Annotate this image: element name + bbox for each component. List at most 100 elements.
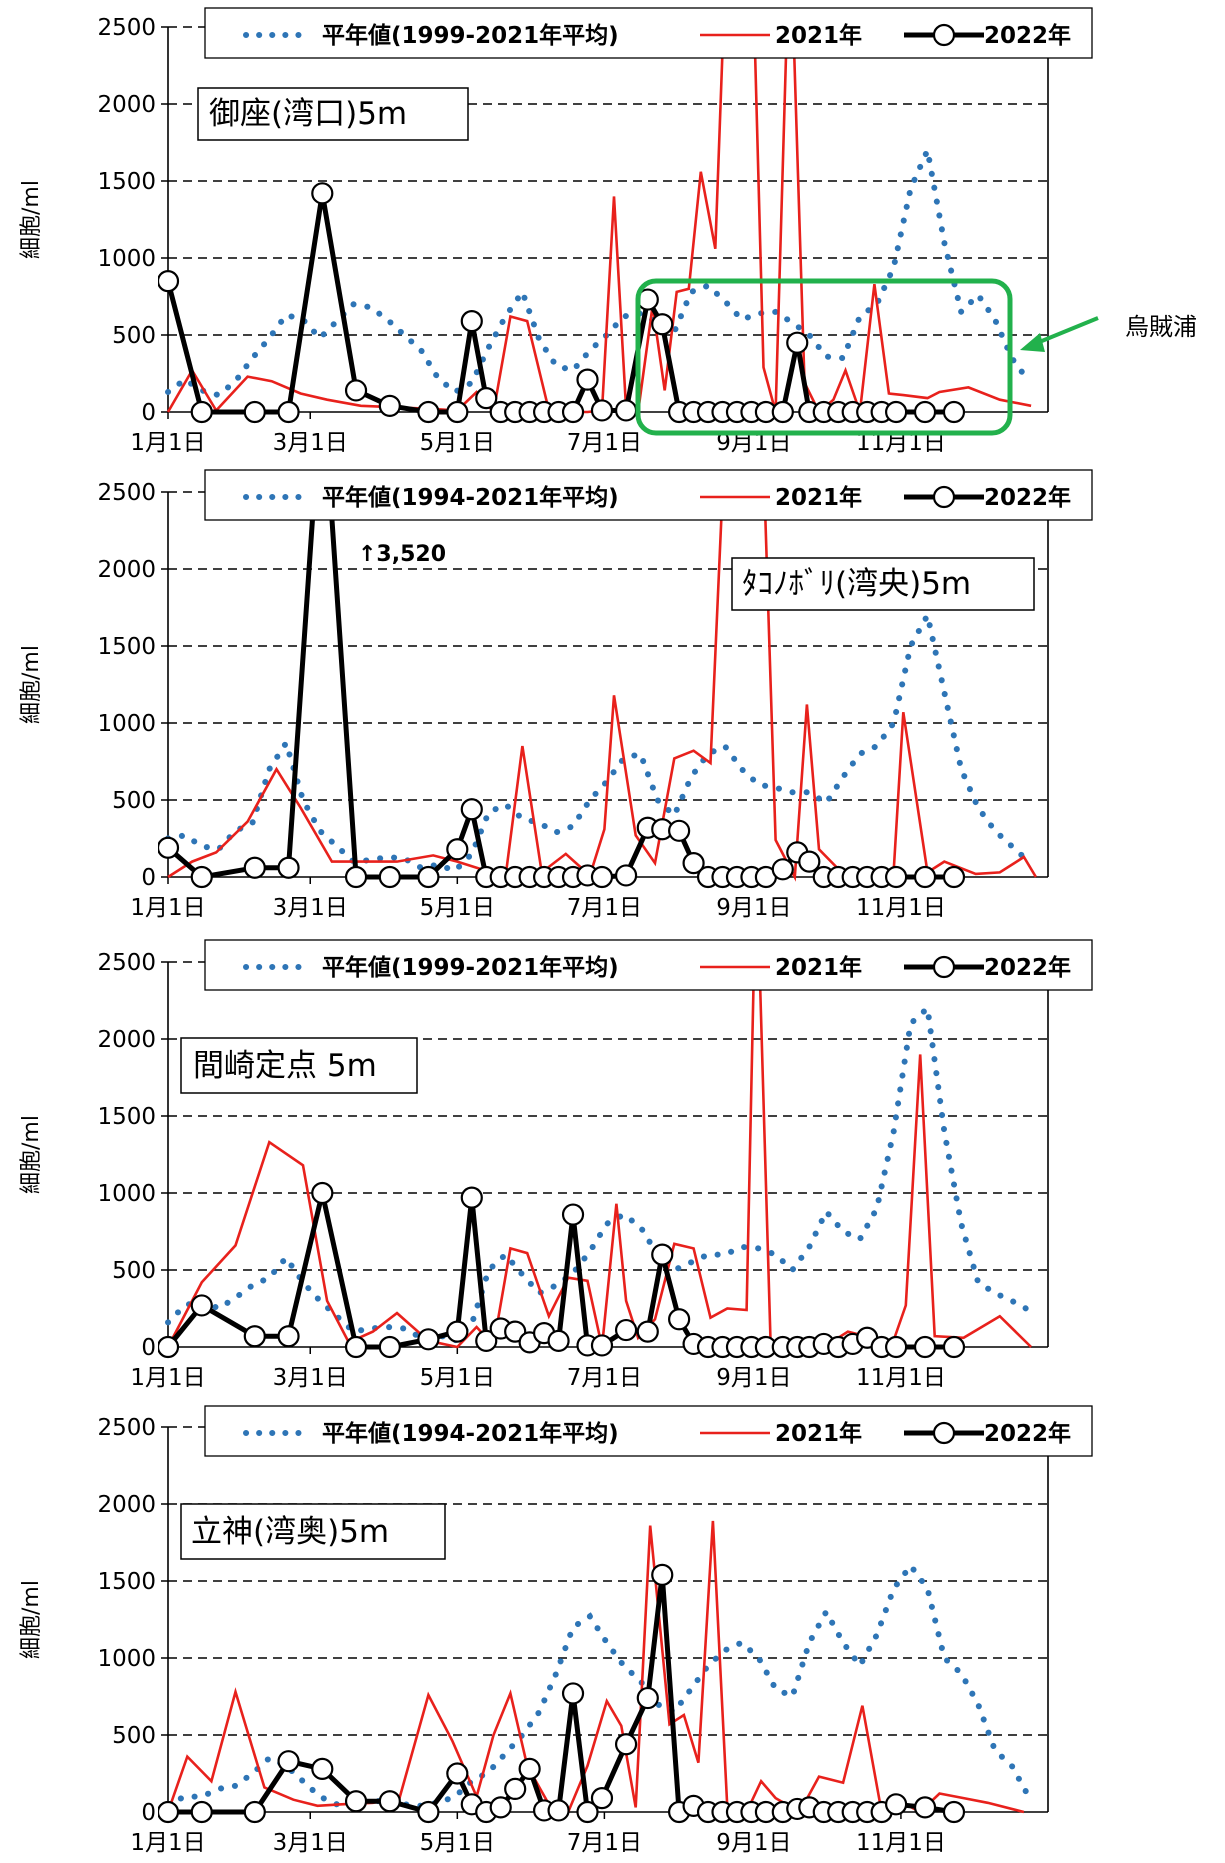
- series-2022-point: [378, 865, 401, 889]
- x-tick-label: 3月1日: [273, 1830, 348, 1856]
- series-2022-point: [942, 1800, 966, 1824]
- highlight-box: [635, 278, 1013, 436]
- series-2022-point: [277, 1325, 300, 1348]
- y-tick-label-2000: 2000: [97, 557, 156, 583]
- series-normal-dotted: [165, 606, 1032, 875]
- y-tick-label-500: 500: [112, 788, 156, 814]
- x-tick-label: 5月1日: [420, 895, 495, 921]
- x-tick-label: 5月1日: [420, 430, 495, 456]
- legend-label-normal: 平年値(1994-2021年平均): [322, 1420, 619, 1447]
- series-2022-point: [668, 819, 691, 842]
- series-2022-line: [168, 1572, 955, 1815]
- series-2022-point: [786, 331, 809, 354]
- series-2022-point: [942, 400, 966, 424]
- legend-label-2022: 2022年: [984, 484, 1071, 511]
- chart-panel-2: 0 500 1000 1500 2000 2500 1月1日 3月1日 5月1日 7月1日 9月1日…: [19, 469, 1093, 921]
- series-2022-point: [344, 379, 368, 402]
- series-2022-point: [277, 400, 300, 424]
- series-2022-point: [190, 1294, 213, 1317]
- legend-label-2022: 2022年: [984, 1420, 1071, 1447]
- series-2022-point: [590, 1334, 614, 1357]
- y-tick-label-0: 0: [141, 1800, 156, 1826]
- station-title-box: [180, 1503, 446, 1560]
- series-2022-point: [651, 1563, 674, 1586]
- series-2022-point: [344, 1335, 368, 1359]
- series-2022-point: [378, 1790, 401, 1813]
- y-tick-label-1000: 1000: [97, 711, 156, 737]
- legend-label-2021: 2021年: [775, 1420, 862, 1447]
- x-tick-label: 11月1日: [856, 1365, 946, 1391]
- series-2022-point: [378, 1335, 401, 1359]
- chart-panel-4: 0 500 1000 1500 2000 2500 1月1日 3月1日 5月1日 7月1日 9月1日…: [19, 1405, 1093, 1856]
- x-tick-label: 3月1日: [273, 1365, 348, 1391]
- y-tick-label-1000: 1000: [97, 246, 156, 272]
- y-tick-label-1500: 1500: [97, 1569, 156, 1595]
- series-2022-point: [614, 1318, 638, 1342]
- x-tick-label: 3月1日: [273, 895, 348, 921]
- legend-swatch-2022-marker: [932, 955, 956, 979]
- y-tick-label-2500: 2500: [97, 15, 156, 41]
- series-2022-point: [942, 1335, 966, 1359]
- series-2022-point: [277, 856, 300, 879]
- series-2022-point: [158, 1335, 180, 1359]
- series-2022-point: [913, 1796, 937, 1819]
- y-tick-label-2500: 2500: [97, 950, 156, 976]
- y-tick-label-2000: 2000: [97, 1492, 156, 1518]
- series-2022-point: [651, 313, 674, 336]
- x-tick-label: 7月1日: [567, 895, 642, 921]
- series-group: [158, 27, 1032, 424]
- legend-swatch-2022-marker: [932, 1421, 956, 1445]
- station-title-box: [197, 87, 469, 141]
- series-2022-point: [651, 1243, 674, 1266]
- y-tick-label-500: 500: [112, 1723, 156, 1749]
- series-2022-point: [885, 1793, 908, 1816]
- series-2022-point: [460, 798, 483, 821]
- x-tick-label: 9月1日: [716, 1365, 791, 1391]
- series-2022-point: [682, 852, 705, 875]
- series-2022-point: [475, 1329, 498, 1352]
- series-normal-dotted: [165, 1560, 1032, 1809]
- series-2022-point: [561, 1682, 585, 1705]
- y-tick-label-1000: 1000: [97, 1646, 156, 1672]
- x-tick-label: 1月1日: [130, 1830, 205, 1856]
- series-2022-point: [190, 400, 213, 424]
- station-title: 御座(湾口)5m: [209, 96, 407, 132]
- x-tick-label: 9月1日: [716, 1830, 791, 1856]
- series-2022-point: [561, 400, 585, 424]
- x-tick-label: 7月1日: [567, 1365, 642, 1391]
- x-tick-label: 7月1日: [567, 430, 642, 456]
- legend-label-2021: 2021年: [775, 22, 862, 49]
- station-title-box: [731, 557, 1035, 611]
- series-2022-point: [243, 400, 266, 424]
- y-tick-label-500: 500: [112, 323, 156, 349]
- series-2022-point: [614, 1733, 638, 1756]
- legend-label-2021: 2021年: [775, 484, 862, 511]
- series-2022-point: [576, 368, 599, 391]
- series-2022-point: [771, 858, 794, 881]
- legend-label-normal: 平年値(1999-2021年平均): [322, 954, 619, 981]
- series-2022-point: [614, 399, 638, 422]
- series-2022-point: [344, 1790, 368, 1813]
- series-2022-point: [344, 865, 368, 889]
- x-tick-label: 7月1日: [567, 1830, 642, 1856]
- y-tick-label-2000: 2000: [97, 92, 156, 118]
- series-2022-point: [243, 1800, 266, 1824]
- series-2022-point: [590, 399, 614, 422]
- x-tick-label: 3月1日: [273, 430, 348, 456]
- series-2022-point: [311, 182, 334, 205]
- series-2022-point: [460, 1186, 483, 1209]
- y-tick-label-1500: 1500: [97, 1104, 156, 1130]
- x-tick-label: 5月1日: [420, 1365, 495, 1391]
- y-tick-label-500: 500: [112, 1258, 156, 1284]
- highlight-group: 烏賊浦: [635, 278, 1197, 436]
- series-2022-point: [590, 1787, 614, 1810]
- series-group: [158, 1520, 1032, 1824]
- series-2022-point: [636, 1686, 659, 1710]
- side-label: 烏賊浦: [1125, 313, 1197, 341]
- y-axis-label: 細胞/ml: [19, 1580, 44, 1659]
- station-title: 立神(湾奥)5m: [191, 1514, 389, 1550]
- series-2022-point: [504, 1777, 527, 1801]
- series-2022-point: [576, 1800, 599, 1824]
